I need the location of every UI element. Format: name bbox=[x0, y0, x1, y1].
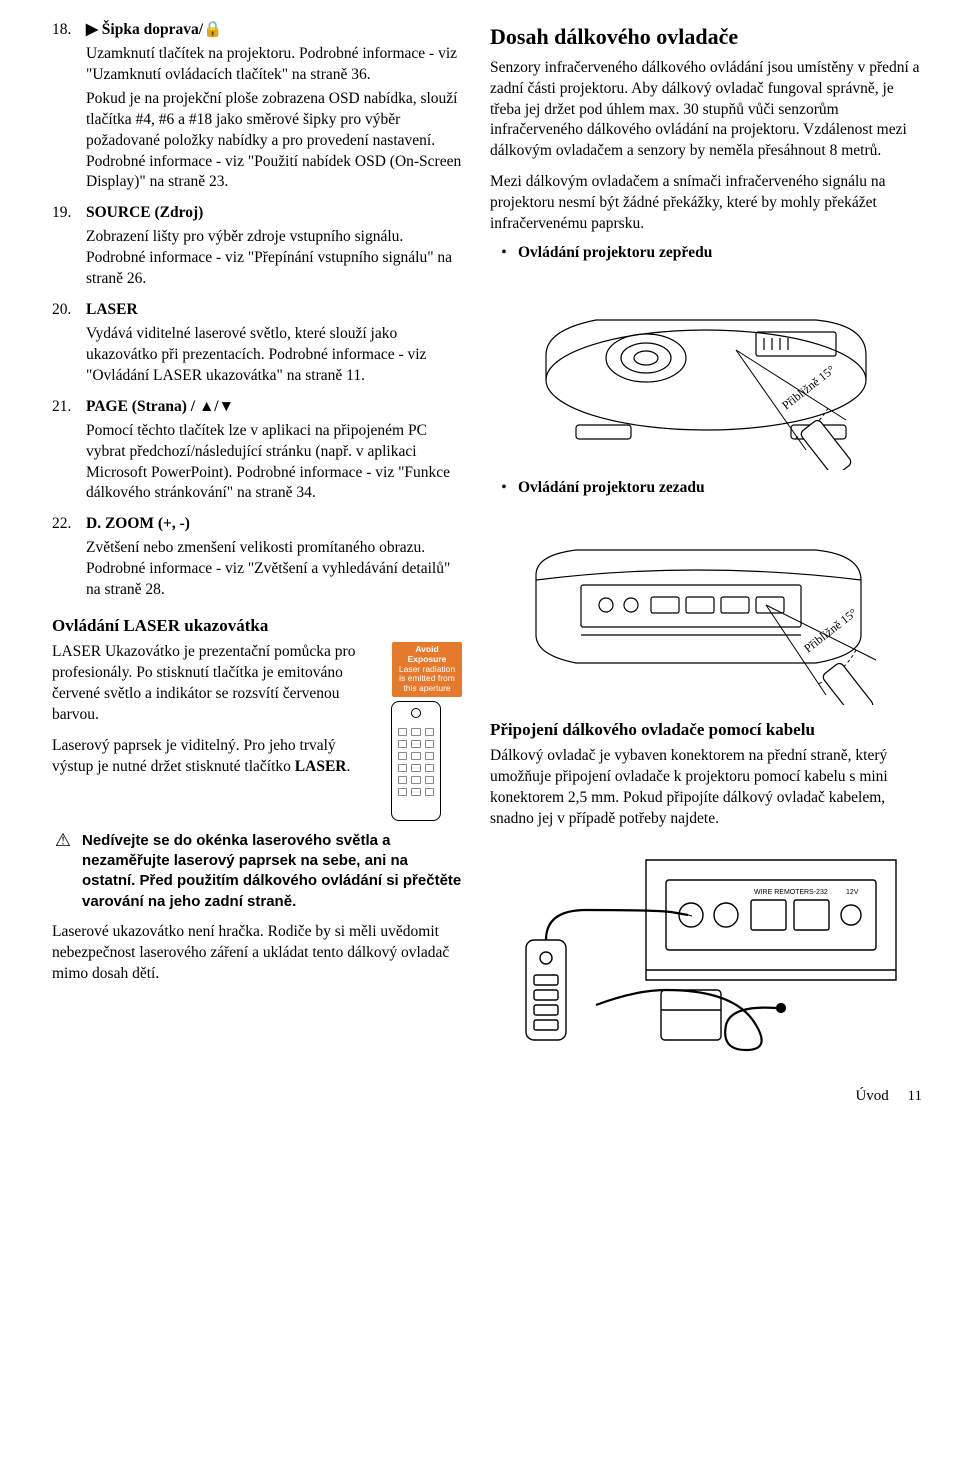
item-desc: Zobrazení lišty pro výběr zdroje vstupní… bbox=[86, 227, 462, 290]
laser-block: Avoid Exposure Laser radiation is emitte… bbox=[52, 642, 462, 821]
item-desc: Zvětšení nebo zmenšení velikosti promíta… bbox=[86, 538, 462, 601]
range-p2: Mezi dálkovým ovladačem a snímači infrač… bbox=[490, 172, 922, 235]
left-column: 18. ▶ Šipka doprava/🔒 Uzamknutí tlačítek… bbox=[52, 20, 462, 1060]
item-desc: Pomocí těchto tlačítek lze v aplikaci na… bbox=[86, 421, 462, 505]
item-desc: Vydává viditelné laserové světlo, které … bbox=[86, 324, 462, 387]
item-title: PAGE (Strana) / ▲/▼ bbox=[86, 398, 234, 415]
laser-p2b: LASER bbox=[295, 758, 347, 775]
warn-line1: Avoid Exposure bbox=[396, 645, 458, 665]
illustration-cable: WIRE REMOTE RS-232 12V bbox=[490, 840, 922, 1060]
illustration-front: Přibližně 15° bbox=[490, 270, 922, 470]
item-number: 22. bbox=[52, 514, 86, 601]
item-body: ▶ Šipka doprava/🔒 Uzamknutí tlačítek na … bbox=[86, 20, 462, 193]
laser-section-title: Ovládání LASER ukazovátka bbox=[52, 615, 462, 638]
cable-paragraph: Dálkový ovladač je vybaven konektorem na… bbox=[490, 746, 922, 830]
warn-line2: Laser radiation is emitted from this ape… bbox=[396, 665, 458, 694]
laser-p2a: Laserový paprsek je viditelný. Pro jeho … bbox=[52, 737, 336, 775]
caution-block: ⚠ Nedívejte se do okénka laserového svět… bbox=[52, 831, 462, 912]
remote-button-grid bbox=[398, 728, 434, 812]
item-number: 20. bbox=[52, 300, 86, 387]
item-22: 22. D. ZOOM (+, -) Zvětšení nebo zmenšen… bbox=[52, 514, 462, 601]
port-label-1: WIRE REMOTE bbox=[754, 889, 804, 896]
port-label-2: RS-232 bbox=[804, 889, 828, 896]
item-body: SOURCE (Zdroj) Zobrazení lišty pro výběr… bbox=[86, 203, 462, 290]
footer-page: 11 bbox=[908, 1088, 922, 1104]
item-body: LASER Vydává viditelné laserové světlo, … bbox=[86, 300, 462, 387]
item-19: 19. SOURCE (Zdroj) Zobrazení lišty pro v… bbox=[52, 203, 462, 290]
item-body: D. ZOOM (+, -) Zvětšení nebo zmenšení ve… bbox=[86, 514, 462, 601]
item-number: 19. bbox=[52, 203, 86, 290]
bullet-icon: • bbox=[490, 243, 518, 264]
item-number: 18. bbox=[52, 20, 86, 193]
item-title: D. ZOOM (+, -) bbox=[86, 515, 190, 532]
item-20: 20. LASER Vydává viditelné laserové svět… bbox=[52, 300, 462, 387]
laser-p3: Laserové ukazovátko není hračka. Rodiče … bbox=[52, 922, 462, 985]
bullet-back: • Ovládání projektoru zezadu bbox=[490, 478, 922, 499]
item-18: 18. ▶ Šipka doprava/🔒 Uzamknutí tlačítek… bbox=[52, 20, 462, 193]
item-title: ▶ Šipka doprava/🔒 bbox=[86, 21, 222, 38]
item-number: 21. bbox=[52, 397, 86, 505]
bullet-front: • Ovládání projektoru zepředu bbox=[490, 243, 922, 264]
avoid-exposure-badge: Avoid Exposure Laser radiation is emitte… bbox=[392, 642, 462, 697]
page-columns: 18. ▶ Šipka doprava/🔒 Uzamknutí tlačítek… bbox=[52, 20, 922, 1060]
bullet-back-text: Ovládání projektoru zezadu bbox=[518, 478, 705, 499]
lock-icon: 🔒 bbox=[203, 21, 222, 38]
illustration-back: Přibližně 15° bbox=[490, 505, 922, 705]
warning-icon: ⚠ bbox=[52, 831, 74, 912]
item-title: SOURCE (Zdroj) bbox=[86, 204, 203, 221]
page-footer: Úvod 11 bbox=[52, 1086, 922, 1106]
footer-section: Úvod bbox=[855, 1088, 888, 1104]
right-column: Dosah dálkového ovladače Senzory infrače… bbox=[490, 20, 922, 1060]
port-label-3: 12V bbox=[846, 889, 859, 896]
range-title: Dosah dálkového ovladače bbox=[490, 22, 922, 52]
bullet-front-text: Ovládání projektoru zepředu bbox=[518, 243, 712, 264]
remote-illustration: Avoid Exposure Laser radiation is emitte… bbox=[370, 642, 462, 821]
approx-label-front: Přibližně 15° bbox=[779, 362, 838, 412]
remote-body-icon bbox=[391, 701, 441, 821]
item-body: PAGE (Strana) / ▲/▼ Pomocí těchto tlačít… bbox=[86, 397, 462, 505]
caution-text: Nedívejte se do okénka laserového světla… bbox=[82, 831, 462, 912]
item-21: 21. PAGE (Strana) / ▲/▼ Pomocí těchto tl… bbox=[52, 397, 462, 505]
bullet-icon: • bbox=[490, 478, 518, 499]
cable-title: Připojení dálkového ovladače pomocí kabe… bbox=[490, 719, 922, 742]
item-desc-2: Pokud je na projekční ploše zobrazena OS… bbox=[86, 89, 462, 194]
item-title-text: ▶ Šipka doprava/ bbox=[86, 21, 203, 38]
item-desc: Uzamknutí tlačítek na projektoru. Podrob… bbox=[86, 44, 462, 86]
laser-p2c: . bbox=[346, 758, 350, 775]
item-title: LASER bbox=[86, 301, 138, 318]
range-p1: Senzory infračerveného dálkového ovládán… bbox=[490, 58, 922, 163]
